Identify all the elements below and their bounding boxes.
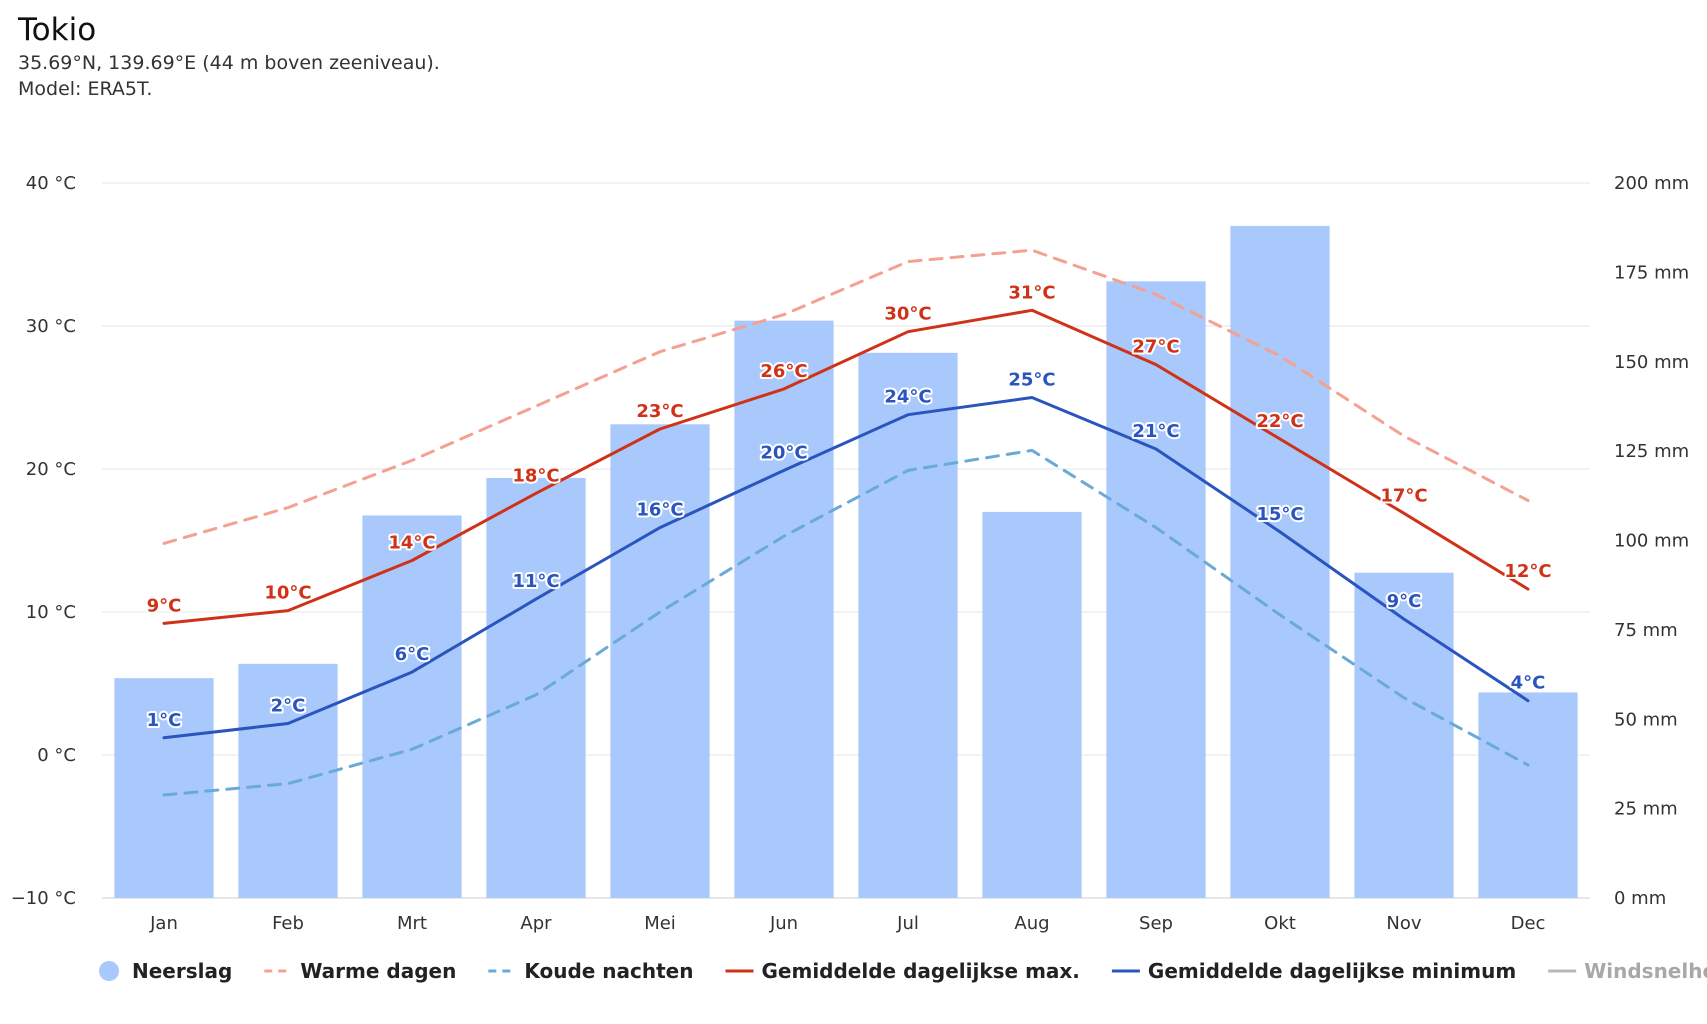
data-label-gemiddelde-dagelijkse-max: 14°C [388,533,435,554]
x-axis-tick-label: Jul [896,913,919,934]
data-label-gemiddelde-dagelijkse-max: 12°C [1504,561,1551,582]
data-label-gemiddelde-dagelijkse-max: 27°C [1132,337,1179,358]
right-axis-tick-label: 50 mm [1614,709,1678,730]
precipitation-bar [362,515,462,898]
data-label-gemiddelde-dagelijkse-minimum: 25°C [1008,370,1055,391]
legend-item-neerslag[interactable]: Neerslag [99,959,232,983]
data-label-gemiddelde-dagelijkse-max: 22°C [1256,411,1303,432]
data-label-gemiddelde-dagelijkse-minimum: 4°C [1511,673,1546,694]
data-label-gemiddelde-dagelijkse-minimum: 6°C [395,644,430,665]
data-label-gemiddelde-dagelijkse-minimum: 20°C [760,442,807,463]
x-axis-tick-label: Sep [1139,913,1173,934]
data-label-gemiddelde-dagelijkse-minimum: 15°C [1256,504,1303,525]
precipitation-bar [1354,572,1454,898]
precipitation-bars [114,225,1578,898]
left-axis-tick-label: 40 °C [26,173,76,194]
x-axis-tick-label: Aug [1014,913,1049,934]
data-label-gemiddelde-dagelijkse-max: 23°C [636,401,683,422]
chart-header: Tokio 35.69°N, 139.69°E (44 m boven zeen… [18,10,440,102]
legend-label: Gemiddelde dagelijkse minimum [1148,959,1516,983]
data-labels: 9°C 10°C 14°C 18°C 23°C 26°C 30°C 31°C 27°C 22°C 1… [145,280,1554,733]
left-axis-tick-label: 0 °C [37,745,76,766]
precipitation-bar [238,663,338,898]
right-axis-tick-label: 0 mm [1614,888,1666,909]
precipitation-bar [1230,225,1330,898]
legend-label: Neerslag [132,959,232,983]
right-axis-tick-label: 175 mm [1614,262,1689,283]
right-axis-tick-label: 75 mm [1614,620,1678,641]
legend-item-windsnelheid[interactable]: Windsnelheid [1548,959,1707,983]
right-axis-tick-label: 125 mm [1614,441,1689,462]
precipitation-bar [858,352,958,898]
legend-label: Koude nachten [524,959,693,983]
precipitation-bar [982,511,1082,898]
precipitation-bar [486,477,586,898]
data-label-gemiddelde-dagelijkse-max: 31°C [1008,282,1055,303]
line-warme-dagen [162,248,1530,545]
right-axis-tick-label: 150 mm [1614,352,1689,373]
chart-title: Tokio [18,12,97,48]
precipitation-bar [610,424,710,898]
data-label-gemiddelde-dagelijkse-max: 18°C [512,465,559,486]
legend-item-warme-dagen[interactable]: Warme dagen [264,959,456,983]
data-label-gemiddelde-dagelijkse-max: 26°C [760,361,807,382]
data-label-gemiddelde-dagelijkse-max: 9°C [147,595,182,616]
location-coordinates: 35.69°N, 139.69°E (44 m boven zeeniveau)… [18,52,440,74]
x-axis-tick-label: Feb [272,913,304,934]
left-axis-tick-label: 30 °C [26,316,76,337]
grid-lines [102,182,1590,899]
x-axis-tick-label: Mrt [397,913,427,934]
left-axis-tick-label: 20 °C [26,459,76,480]
right-axis-tick-label: 100 mm [1614,531,1689,552]
data-label-gemiddelde-dagelijkse-max: 30°C [884,304,931,325]
data-label-gemiddelde-dagelijkse-minimum: 24°C [884,387,931,408]
right-axis-tick-label: 25 mm [1614,799,1678,820]
precipitation-bar [114,678,214,898]
data-label-gemiddelde-dagelijkse-minimum: 9°C [1387,591,1422,612]
data-label-gemiddelde-dagelijkse-minimum: 11°C [512,571,559,592]
left-axis-tick-label: −10 °C [11,888,76,909]
precipitation-bar [734,320,834,898]
data-label-gemiddelde-dagelijkse-minimum: 16°C [636,500,683,521]
data-label-gemiddelde-dagelijkse-max: 17°C [1380,485,1427,506]
legend-item-gemiddelde-dagelijkse-minimum[interactable]: Gemiddelde dagelijkse minimum [1111,959,1516,983]
data-label-gemiddelde-dagelijkse-max: 10°C [264,583,311,604]
chart-legend[interactable]: Neerslag Warme dagen Koude nachten Gemiddel… [99,959,1707,983]
model-label: Model: ERA5T. [18,78,153,100]
right-axis-tick-label: 200 mm [1614,173,1689,194]
x-axis-tick-label: Jun [769,913,798,934]
x-axis-tick-label: Dec [1511,913,1546,934]
x-axis-tick-label: Apr [520,913,552,934]
data-label-gemiddelde-dagelijkse-minimum: 1°C [147,710,182,731]
x-axis-tick-label: Nov [1386,913,1421,934]
data-label-gemiddelde-dagelijkse-minimum: 21°C [1132,421,1179,442]
legend-item-koude-nachten[interactable]: Koude nachten [488,959,694,983]
x-axis-tick-label: Jan [149,913,178,934]
precipitation-bar [1478,692,1578,898]
line-gemiddelde-dagelijkse-max [162,308,1530,625]
axes: −10 °C 0 °C 10 °C 20 °C 30 °C 40 °C 0 mm 25 mm 5… [11,173,1689,934]
x-axis-tick-label: Mei [644,913,676,934]
legend-label: Windsnelheid [1584,959,1707,983]
precipitation-bar [1106,281,1206,898]
left-axis-tick-label: 10 °C [26,602,76,623]
legend-item-gemiddelde-dagelijkse-max[interactable]: Gemiddelde dagelijkse max. [725,959,1080,983]
data-label-gemiddelde-dagelijkse-minimum: 2°C [271,696,306,717]
line-koude-nachten [162,448,1530,797]
legend-label: Warme dagen [300,959,456,983]
x-axis-tick-label: Okt [1264,913,1296,934]
temperature-lines [162,248,1530,797]
line-gemiddelde-dagelijkse-minimum [162,396,1530,740]
legend-circle-icon [99,961,119,981]
legend-label: Gemiddelde dagelijkse max. [762,959,1080,983]
